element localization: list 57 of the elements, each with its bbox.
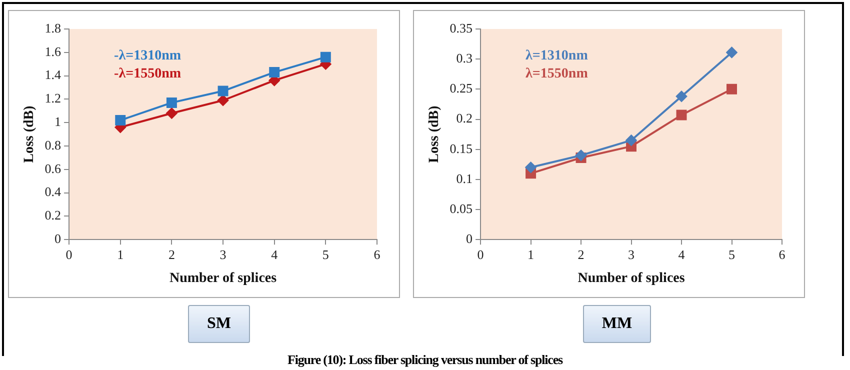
y-tick-label: 0.15 <box>450 140 473 156</box>
x-tick-label: 1 <box>117 246 124 262</box>
y-tick-label: 0.35 <box>450 20 473 36</box>
y-tick-label: 0.25 <box>450 80 473 96</box>
y-tick-label: 0 <box>466 231 473 246</box>
point <box>676 110 687 120</box>
text: SM <box>188 305 250 343</box>
x-tick-label: 3 <box>628 246 635 262</box>
x-tick-label: 4 <box>271 246 278 262</box>
x-tick-label: 0 <box>66 246 72 262</box>
point <box>626 134 637 146</box>
x-axis-title: Number of splices <box>169 271 278 286</box>
point <box>218 86 228 96</box>
text: λ=1310nm <box>526 48 588 64</box>
x-tick-label: 6 <box>374 246 381 262</box>
text: Figure (10): Loss fiber splicing versus number of splices <box>286 352 564 368</box>
point <box>320 52 331 62</box>
y-tick-label: 0.2 <box>44 208 62 223</box>
y-tick-label: 0.8 <box>44 137 62 152</box>
y-tick-label: 0.1 <box>456 170 473 186</box>
point <box>166 108 178 119</box>
point <box>269 67 280 78</box>
y-tick-label: 1.2 <box>44 90 62 106</box>
x-tick-label: 2 <box>578 246 584 262</box>
x-tick-label: 2 <box>168 246 175 262</box>
x-tick-label: 0 <box>477 246 484 262</box>
point <box>576 150 587 161</box>
x-tick-label: 3 <box>220 246 226 262</box>
y-tick-label: 0 <box>54 231 62 246</box>
text: -λ=1550nm <box>114 66 182 82</box>
x-tick-label: 5 <box>728 246 736 262</box>
y-tick-label: 1 <box>54 114 62 130</box>
point <box>676 90 688 102</box>
text: MM <box>583 305 651 343</box>
point <box>726 46 738 58</box>
point <box>115 115 126 126</box>
y-tick-label: 1.4 <box>44 67 62 82</box>
point <box>525 162 536 173</box>
y-axis-title: Loss (dB) <box>22 105 38 163</box>
x-tick-label: 4 <box>678 246 686 262</box>
point <box>218 94 229 106</box>
text: -λ=1310nm <box>114 48 182 64</box>
point <box>166 97 177 108</box>
x-axis-title: Number of splices <box>578 271 686 286</box>
x-tick-label: 6 <box>778 246 786 262</box>
y-tick-label: 0.2 <box>456 110 473 126</box>
point <box>726 84 737 94</box>
y-tick-label: 0.3 <box>456 50 473 66</box>
text: λ=1550nm <box>526 66 588 82</box>
y-tick-label: 0.6 <box>44 160 62 176</box>
y-tick-label: 0.4 <box>44 184 62 200</box>
y-tick-label: 0.05 <box>450 200 473 216</box>
y-axis-title: Loss (dB) <box>427 105 442 163</box>
x-tick-label: 5 <box>322 246 329 262</box>
x-tick-label: 1 <box>528 246 534 262</box>
y-tick-label: 1.8 <box>44 20 62 36</box>
y-tick-label: 1.6 <box>44 44 62 59</box>
